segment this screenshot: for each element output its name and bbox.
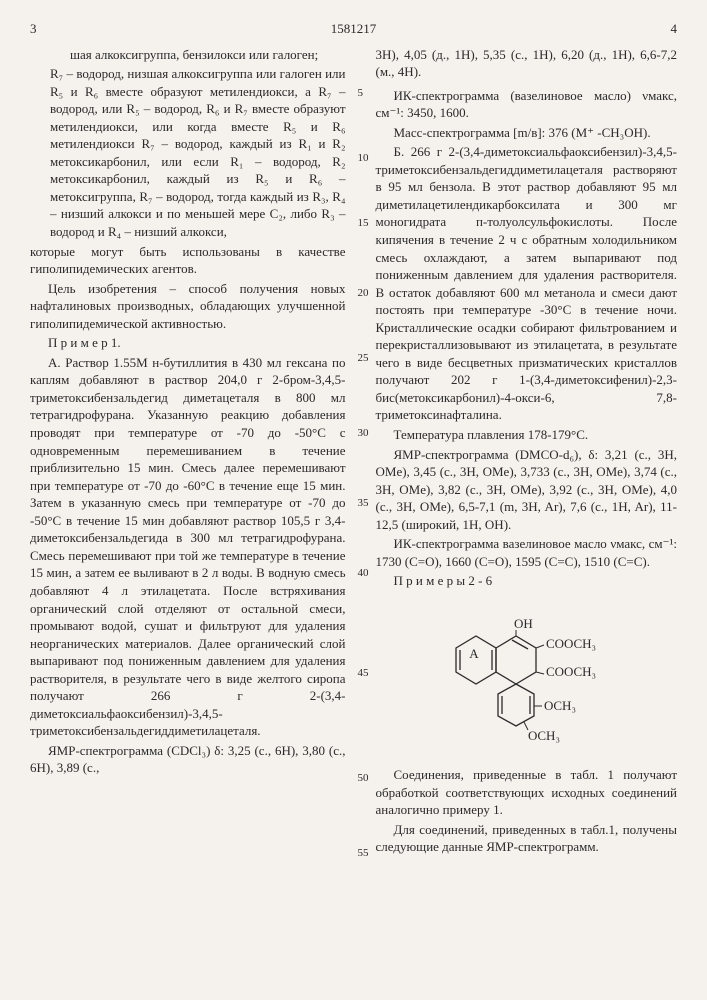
- page-number-left: 3: [30, 20, 60, 38]
- line-number: 10: [358, 151, 369, 166]
- structure-svg: A OH COOCH₃ COOCH₃ OCH₃ OCH₃: [416, 598, 636, 758]
- body-text: Цель изобретения – способ получения новы…: [30, 280, 346, 333]
- body-text: Соединения, приведенные в табл. 1 получа…: [376, 766, 678, 819]
- chemical-structure: A OH COOCH₃ COOCH₃ OCH₃ OCH₃: [376, 598, 678, 758]
- body-text: ИК-спектрограмма (вазелиновое масло) νма…: [376, 87, 678, 122]
- line-number: 20: [358, 286, 369, 301]
- line-number: 55: [358, 846, 369, 861]
- body-text: 3H), 4,05 (д., 1H), 5,35 (с., 1H), 6,20 …: [376, 46, 678, 81]
- body-text: Температура плавления 178-179°С.: [376, 426, 678, 444]
- body-text: А. Раствор 1.55М н-бутиллития в 430 мл г…: [30, 354, 346, 740]
- body-text: Б. 266 г 2-(3,4-диметоксиальфаоксибензил…: [376, 143, 678, 424]
- body-text: ЯМР-спектрограмма (DMCO-d₆), δ: 3,21 (с.…: [376, 446, 678, 534]
- body-text: ИК-спектрограмма вазелиновое масло νмакс…: [376, 535, 678, 570]
- page-number-right: 4: [647, 20, 677, 38]
- cooch3-label: COOCH₃: [546, 664, 596, 679]
- example-heading: П р и м е р 1.: [30, 334, 346, 352]
- och3-label: OCH₃: [528, 728, 560, 743]
- line-number: 40: [358, 566, 369, 581]
- left-column: шая алкоксигруппа, бензилокси или галоге…: [30, 46, 346, 858]
- line-number: 30: [358, 426, 369, 441]
- line-number: 25: [358, 351, 369, 366]
- line-number: 35: [358, 496, 369, 511]
- ring-label: A: [470, 646, 480, 661]
- body-text: R₇ – водород, низшая алкоксигруппа или г…: [30, 65, 346, 240]
- line-number: 15: [358, 216, 369, 231]
- line-number: 50: [358, 771, 369, 786]
- right-column: 5 10 15 20 25 30 35 40 45 50 55 3H), 4,0…: [362, 46, 678, 858]
- document-number: 1581217: [60, 20, 647, 38]
- line-number: 45: [358, 666, 369, 681]
- och3-label: OCH₃: [544, 698, 576, 713]
- two-column-layout: шая алкоксигруппа, бензилокси или галоге…: [30, 46, 677, 858]
- body-text: Масс-спектрограмма [m/в]: 376 (M⁺ -CH₃OH…: [376, 124, 678, 142]
- body-text: которые могут быть использованы в качест…: [30, 243, 346, 278]
- body-text: шая алкоксигруппа, бензилокси или галоге…: [30, 46, 346, 64]
- page-header: 3 1581217 4: [30, 20, 677, 38]
- line-number: 5: [358, 86, 364, 101]
- body-text: ЯМР-спектрограмма (CDCl₃) δ: 3,25 (с., 6…: [30, 742, 346, 777]
- example-heading: П р и м е р ы 2 - 6: [376, 572, 678, 590]
- body-text: Для соединений, приведенных в табл.1, по…: [376, 821, 678, 856]
- oh-label: OH: [514, 616, 533, 631]
- cooch3-label: COOCH₃: [546, 636, 596, 651]
